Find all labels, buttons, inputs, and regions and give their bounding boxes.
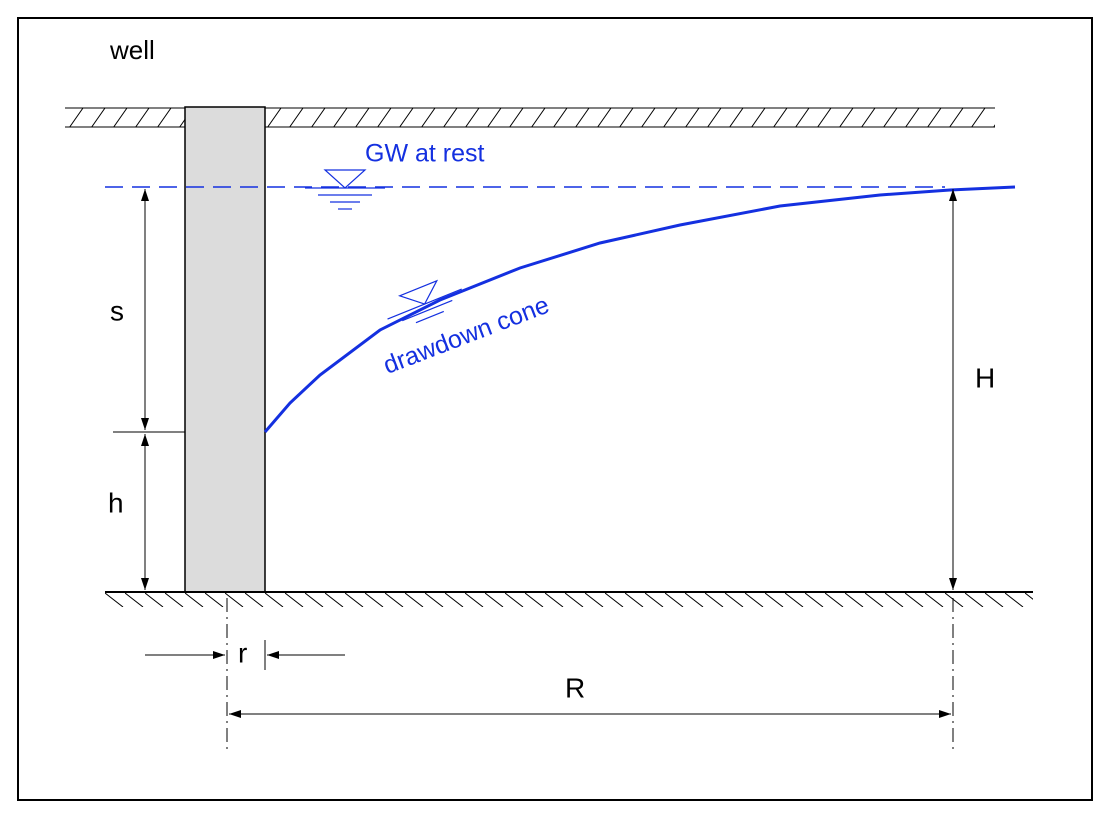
drawdown-curve: [263, 185, 1016, 433]
frame: [17, 17, 1093, 801]
s-label: s: [110, 295, 124, 326]
ground-hatch: [65, 108, 995, 127]
drawdown-label: drawdown cone: [379, 291, 553, 380]
well: [184, 106, 266, 593]
R-label: R: [565, 672, 585, 703]
water-symbol: [305, 169, 385, 210]
h-label: h: [108, 487, 124, 518]
water-symbol: [387, 279, 462, 324]
base-hatch: [105, 593, 1033, 607]
gw-label: GW at rest: [365, 140, 485, 168]
H-label: H: [975, 362, 995, 393]
well-label: well: [109, 35, 155, 65]
r-label: r: [238, 637, 247, 668]
